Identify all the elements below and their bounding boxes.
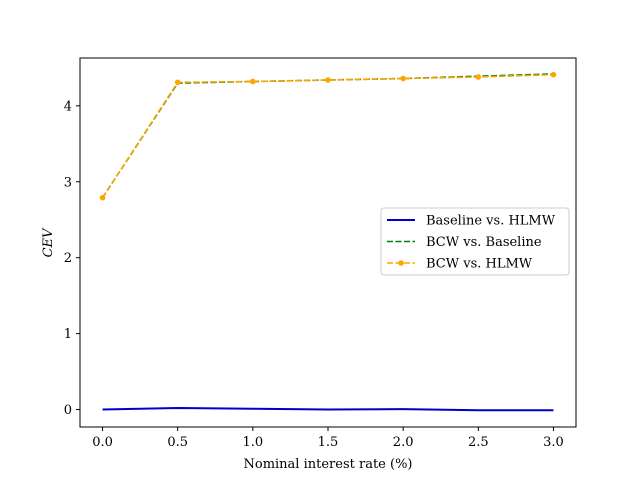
x-tick-label: 0.0 bbox=[92, 435, 113, 450]
legend-label-2: BCW vs. HLMW bbox=[426, 257, 533, 272]
y-axis-label: CEV bbox=[41, 227, 56, 257]
legend-box bbox=[380, 207, 570, 276]
x-tick-label: 2.0 bbox=[393, 435, 414, 450]
series-point-2-4 bbox=[400, 75, 406, 82]
series-point-2-2 bbox=[250, 78, 256, 85]
series-point-2-1 bbox=[174, 79, 181, 86]
x-tick-label: 1.0 bbox=[243, 435, 264, 450]
x-tick-label: 1.5 bbox=[318, 435, 339, 450]
y-tick-label: 2 bbox=[64, 251, 72, 266]
x-tick-label: 3.0 bbox=[543, 435, 564, 450]
series-point-2-5 bbox=[475, 74, 482, 80]
x-tick-label: 0.5 bbox=[167, 435, 188, 450]
x-axis-label: Nominal interest rate (%) bbox=[244, 457, 413, 472]
legend-label-1: BCW vs. Baseline bbox=[426, 235, 542, 250]
series-line-0 bbox=[102, 407, 554, 412]
series-point-2-0 bbox=[99, 194, 106, 201]
series-point-2-3 bbox=[325, 77, 331, 83]
y-tick-label: 3 bbox=[64, 175, 72, 190]
legend-label-0: Baseline vs. HLMW bbox=[426, 214, 556, 229]
axes: 0.0 0.5 1.0 1.5 2.0 2.5 3.0 0 1 2 3 4 bbox=[64, 57, 577, 450]
x-tick-label: 2.5 bbox=[468, 435, 489, 450]
y-tick-label: 0 bbox=[64, 403, 72, 418]
y-tick-label: 1 bbox=[64, 327, 72, 342]
plot-area bbox=[99, 71, 557, 412]
legend: Baseline vs. HLMW BCW vs. Baseline BCW vs.… bbox=[380, 207, 570, 276]
y-tick-label: 4 bbox=[64, 99, 72, 114]
legend-marker-2 bbox=[398, 260, 404, 266]
series-point-2-6 bbox=[550, 71, 557, 78]
